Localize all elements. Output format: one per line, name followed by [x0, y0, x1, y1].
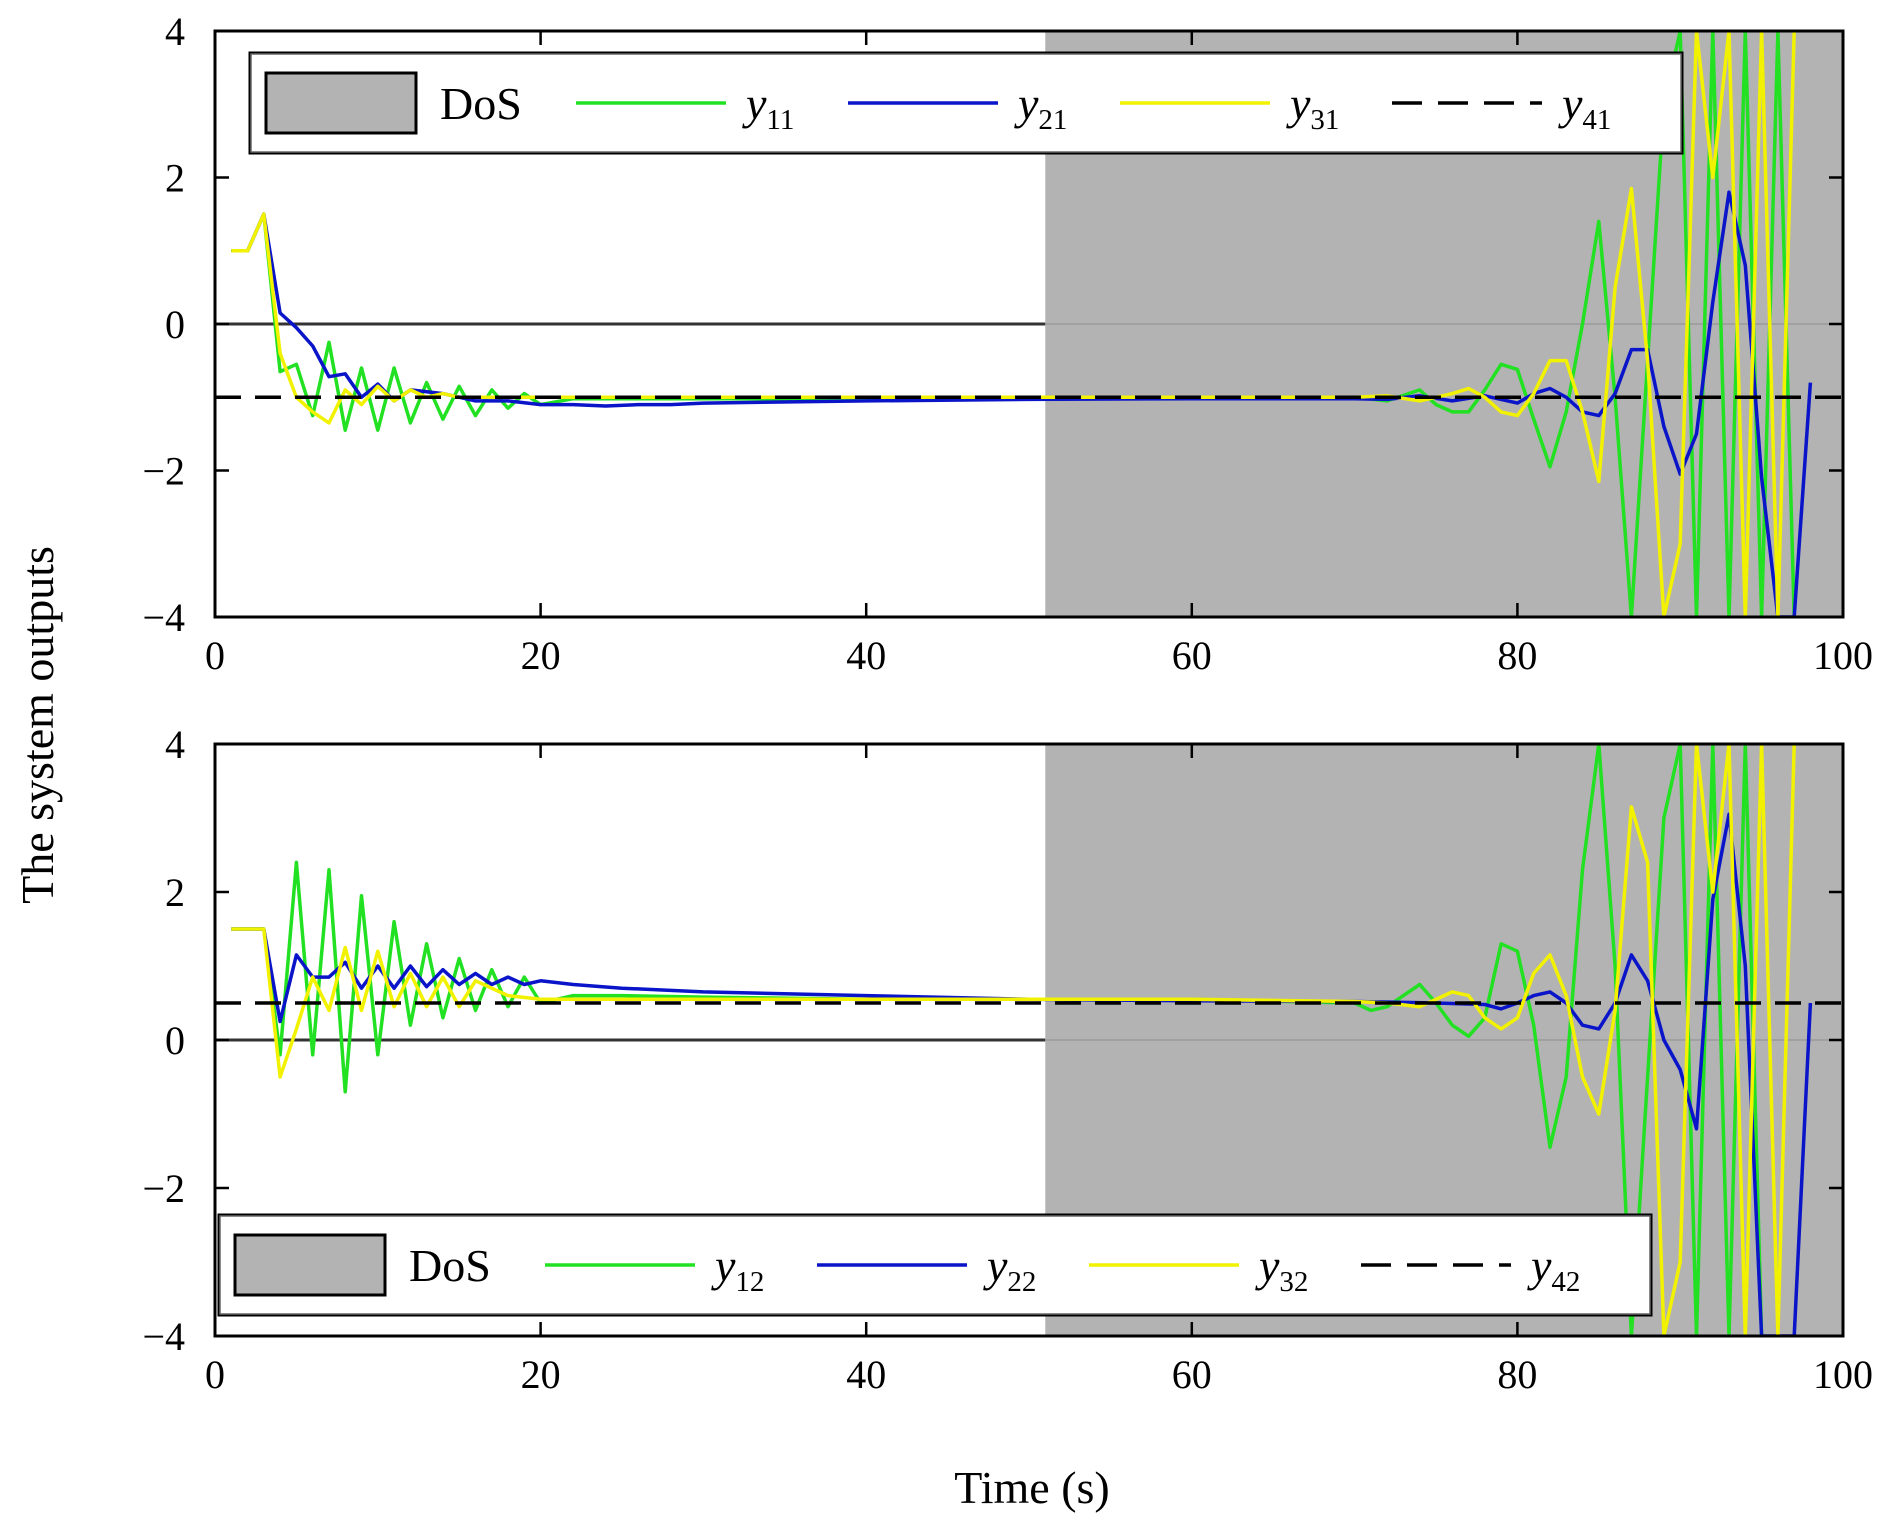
y-tick-label: 0 [165, 1018, 185, 1063]
y-tick-label: −4 [142, 1314, 185, 1359]
x-tick-label: 60 [1172, 1352, 1212, 1397]
y-tick-label: 2 [165, 156, 185, 201]
series-y32 [231, 744, 1796, 1336]
y-tick-label: 0 [165, 302, 185, 347]
y-tick-label: −2 [142, 449, 185, 494]
legend: DoS y12 y22 y32 y42 [217, 1213, 1653, 1317]
x-tick-label: 40 [846, 1352, 886, 1397]
top-panel: 0 20 40 60 80 100 −4 −2 0 2 4 DoS y11 y21 y31 y41 [142, 9, 1873, 678]
y-tick-label: −4 [142, 595, 185, 640]
y-tick-label: 4 [165, 722, 185, 767]
y-axis-label: The system outputs [12, 546, 63, 904]
legend-label-dos: DoS [440, 78, 522, 129]
x-tick-label: 40 [846, 633, 886, 678]
legend: DoS y11 y21 y31 y41 [248, 51, 1684, 155]
x-tick-label: 20 [521, 633, 561, 678]
x-axis-label: Time (s) [954, 1462, 1110, 1513]
legend-patch-dos [233, 1233, 387, 1297]
y-tick-label: 4 [165, 9, 185, 54]
y-tick-label: 2 [165, 870, 185, 915]
x-tick-label: 0 [205, 1352, 225, 1397]
y-tick-label: −2 [142, 1166, 185, 1211]
x-tick-label: 100 [1813, 633, 1873, 678]
legend-patch-dos [264, 71, 418, 135]
x-tick-label: 80 [1497, 633, 1537, 678]
x-tick-label: 80 [1497, 1352, 1537, 1397]
legend-label-y42: y42 [1527, 1240, 1580, 1298]
x-tick-label: 20 [521, 1352, 561, 1397]
x-tick-label: 60 [1172, 633, 1212, 678]
bottom-panel: 0 20 40 60 80 100 −4 −2 0 2 4 DoS y12 y22 y32 y42 [142, 722, 1873, 1397]
x-tick-label: 0 [205, 633, 225, 678]
legend-label-dos: DoS [409, 1240, 491, 1291]
series-y31 [231, 31, 1796, 617]
x-tick-label: 100 [1813, 1352, 1873, 1397]
